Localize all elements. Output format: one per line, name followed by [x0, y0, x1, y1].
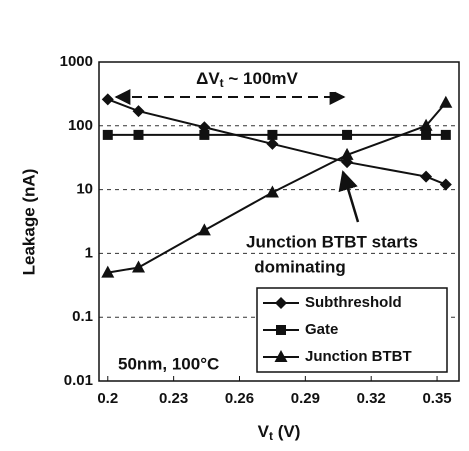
data-point — [133, 129, 144, 140]
x-tick-label: 0.29 — [291, 390, 320, 407]
data-point — [266, 137, 279, 150]
data-point — [132, 260, 146, 273]
data-point — [197, 223, 211, 236]
annotation: Junction BTBT starts — [246, 232, 418, 251]
x-label-part: V — [258, 422, 270, 441]
y-tick-label: 100 — [68, 117, 93, 134]
data-point — [439, 178, 452, 191]
data-point — [420, 170, 433, 183]
delta-annotation: ΔVt ~ 100mV — [196, 69, 298, 90]
x-label-part: t — [269, 429, 273, 443]
annotation-part: ΔV — [196, 69, 220, 88]
legend: Subthreshold Gate Junction BTBT — [256, 287, 448, 373]
data-point — [132, 105, 145, 118]
y-tick-label: 0.1 — [72, 308, 93, 325]
annotation-part: ~ 100mV — [224, 69, 299, 88]
label-bg — [160, 70, 335, 92]
data-point — [439, 95, 453, 108]
data-point — [419, 118, 433, 131]
data-point — [274, 350, 288, 362]
data-point — [342, 129, 353, 140]
plot-area — [101, 93, 453, 278]
series-line — [107, 98, 447, 186]
x-tick-label: 0.32 — [357, 390, 386, 407]
annotation: dominating — [254, 257, 346, 276]
data-point — [276, 325, 286, 335]
annotation-arrow — [338, 170, 360, 223]
data-point — [265, 185, 279, 198]
x-tick-label: 0.26 — [225, 390, 254, 407]
x-axis-label: Vt (V) — [258, 422, 301, 443]
y-axis-label: Leakage (nA) — [19, 169, 38, 276]
annotation-part: t — [220, 76, 224, 90]
x-label-part: (V) — [273, 422, 300, 441]
x-tick-label: 0.35 — [422, 390, 451, 407]
legend-label: Subthreshold — [305, 294, 402, 311]
legend-label: Junction BTBT — [305, 348, 412, 365]
data-point — [101, 93, 114, 106]
data-point — [267, 129, 278, 140]
data-point — [101, 265, 115, 278]
data-point — [102, 129, 113, 140]
x-tick-label: 0.2 — [97, 390, 118, 407]
annotation: 50nm, 100°C — [118, 354, 219, 373]
data-point — [275, 297, 287, 309]
data-point — [421, 129, 432, 140]
plot-frame — [98, 61, 460, 382]
y-tick-label: 10 — [76, 181, 93, 198]
y-tick-label: 1 — [85, 244, 93, 261]
x-tick-label: 0.23 — [159, 390, 188, 407]
data-point — [440, 129, 451, 140]
legend-label: Gate — [305, 321, 338, 338]
data-point — [199, 129, 210, 140]
data-point — [340, 147, 354, 160]
y-tick-label: 1000 — [60, 53, 93, 70]
y-tick-label: 0.01 — [64, 372, 93, 389]
